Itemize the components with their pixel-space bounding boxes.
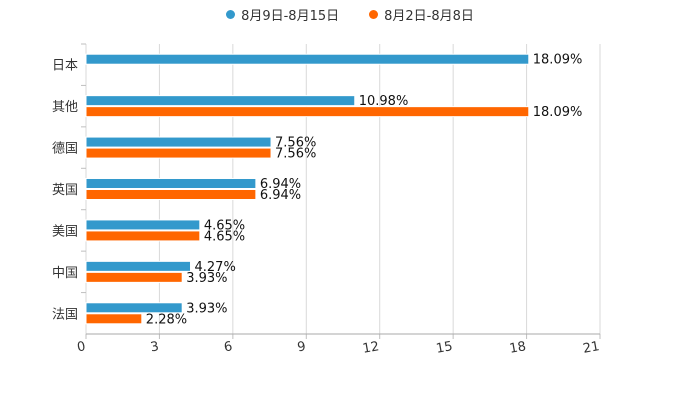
data-label-series-1: 10.98% xyxy=(359,94,409,109)
x-tick-label: 9 xyxy=(296,339,307,355)
chart-legend: 8月9日-8月15日 8月2日-8月8日 xyxy=(0,4,700,24)
bar-series-1 xyxy=(85,136,272,148)
x-tick-label: 18 xyxy=(508,339,527,357)
category-label: 德国 xyxy=(52,142,78,157)
category-label: 其他 xyxy=(52,100,78,115)
bar-series-1 xyxy=(85,302,183,314)
x-tick-label: 15 xyxy=(435,339,454,357)
legend-item-series-2[interactable]: 8月2日-8月8日 xyxy=(369,5,474,24)
category-label: 中国 xyxy=(52,266,78,281)
x-tick-label: 21 xyxy=(582,339,601,357)
category-label: 美国 xyxy=(52,224,78,239)
x-tick-label: 3 xyxy=(149,339,160,355)
bar-series-1 xyxy=(85,53,530,65)
data-label-series-2: 6.94% xyxy=(260,188,301,203)
data-label-series-2: 4.65% xyxy=(204,229,245,244)
bar-series-1 xyxy=(85,95,356,107)
data-label-series-1: 4.65% xyxy=(204,218,245,233)
legend-marker-series-1 xyxy=(226,9,236,19)
bar-series-1 xyxy=(85,178,257,189)
data-label-series-2: 2.28% xyxy=(146,312,187,327)
legend-item-series-1[interactable]: 8月9日-8月15日 xyxy=(226,5,339,24)
data-label-series-1: 4.27% xyxy=(195,260,236,275)
data-label-series-2: 7.56% xyxy=(275,147,316,162)
legend-label-series-1: 8月9日-8月15日 xyxy=(241,8,340,24)
category-label: 法国 xyxy=(52,307,78,322)
bar-series-2 xyxy=(85,106,530,118)
data-label-series-1: 7.56% xyxy=(275,136,316,151)
data-label-series-1: 3.93% xyxy=(186,301,227,316)
bar-series-2 xyxy=(85,189,257,200)
legend-label-series-2: 8月2日-8月8日 xyxy=(384,8,474,24)
data-label-series-1: 6.94% xyxy=(260,177,301,192)
x-tick-label: 0 xyxy=(76,339,87,355)
x-tick-label: 6 xyxy=(223,339,234,355)
category-label: 日本 xyxy=(52,59,78,74)
data-label-series-2: 18.09% xyxy=(533,105,583,120)
bar-series-2 xyxy=(85,271,183,283)
bar-series-1 xyxy=(85,260,192,272)
data-label-series-2: 3.93% xyxy=(186,271,227,286)
legend-marker-series-2 xyxy=(369,9,379,19)
bar-series-1 xyxy=(85,219,201,231)
bar-series-2 xyxy=(85,147,272,159)
data-label-series-1: 18.09% xyxy=(533,53,583,68)
bar-series-2 xyxy=(85,230,201,242)
category-label: 英国 xyxy=(52,183,78,198)
bar-series-2 xyxy=(85,313,143,325)
x-tick-label: 12 xyxy=(362,339,381,357)
